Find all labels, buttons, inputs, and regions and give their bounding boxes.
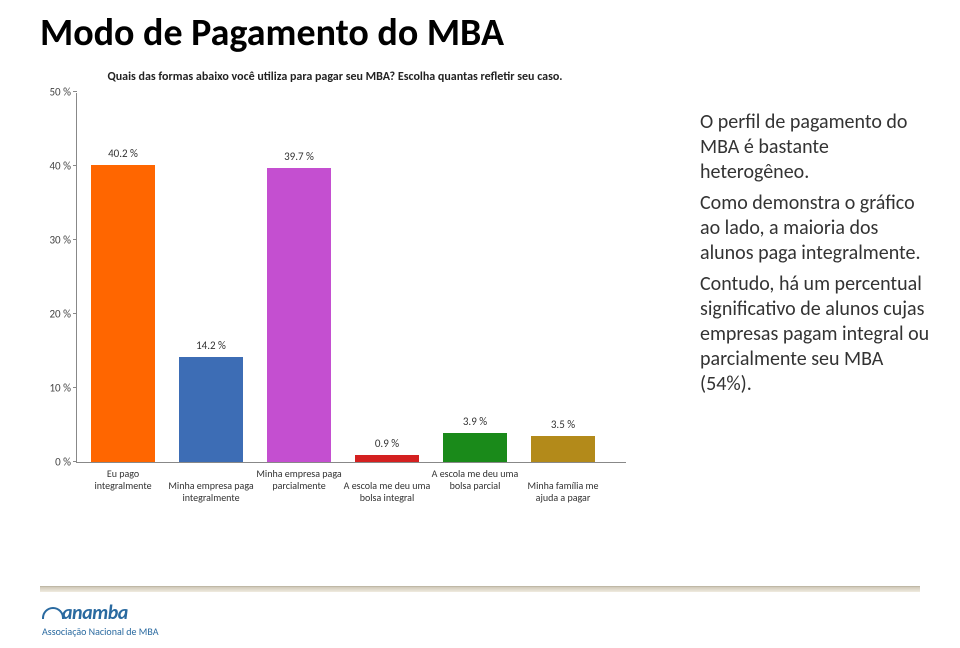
description-paragraph: O perfil de pagamento do MBA é bastante … [700,110,930,185]
y-axis-tick: 30 % [31,234,71,247]
logo: anamba Associação Nacional de MBA [42,601,158,638]
y-axis-tick-mark [73,461,77,462]
bar-chart: 0 %10 %20 %30 %40 %50 %40.2 %Eu pago int… [76,93,626,463]
chart-title: Quais das formas abaixo você utiliza par… [30,70,640,93]
chart-bar: 39.7 %Minha empresa paga parcialmente [267,168,331,462]
chart-bar: 40.2 %Eu pago integralmente [91,165,155,462]
bar-value-label: 40.2 % [108,147,138,160]
x-axis-label: A escola me deu uma bolsa integral [342,462,432,503]
bar-value-label: 3.5 % [551,418,575,431]
y-axis-tick-mark [73,165,77,166]
bar-value-label: 0.9 % [375,437,399,450]
y-axis-tick: 50 % [31,86,71,99]
slide-title: Modo de Pagamento do MBA [40,10,504,56]
description-text: O perfil de pagamento do MBA é bastante … [700,110,930,403]
y-axis-tick: 10 % [31,382,71,395]
x-axis-label: Minha empresa paga integralmente [166,462,256,503]
logo-subtitle: Associação Nacional de MBA [42,625,158,638]
description-paragraph: Como demonstra o gráfico ao lado, a maio… [700,191,930,266]
chart-bar: 3.9 %A escola me deu uma bolsa parcial [443,433,507,462]
chart-bar: 3.5 %Minha família me ajuda a pagar [531,436,595,462]
chart-bar: 14.2 %Minha empresa paga integralmente [179,357,243,462]
bar-value-label: 3.9 % [463,415,487,428]
bar-value-label: 14.2 % [196,339,226,352]
x-axis-label: Eu pago integralmente [78,462,168,491]
chart-container: Quais das formas abaixo você utiliza par… [30,70,640,540]
y-axis-tick: 40 % [31,160,71,173]
description-paragraph: Contudo, há um percentual significativo … [700,272,930,397]
x-axis-label: Minha família me ajuda a pagar [518,462,608,503]
chart-bar: 0.9 %A escola me deu uma bolsa integral [355,455,419,462]
logo-arc-icon [42,607,64,619]
logo-brand: anamba [62,601,128,625]
y-axis-tick: 0 % [31,456,71,469]
y-axis-tick-mark [73,239,77,240]
footer-divider [40,586,920,592]
x-axis-label: Minha empresa paga parcialmente [254,462,344,491]
y-axis-tick: 20 % [31,308,71,321]
y-axis-tick-mark [73,387,77,388]
y-axis-tick-mark [73,91,77,92]
y-axis-tick-mark [73,313,77,314]
bar-value-label: 39.7 % [284,150,314,163]
x-axis-label: A escola me deu uma bolsa parcial [430,462,520,491]
